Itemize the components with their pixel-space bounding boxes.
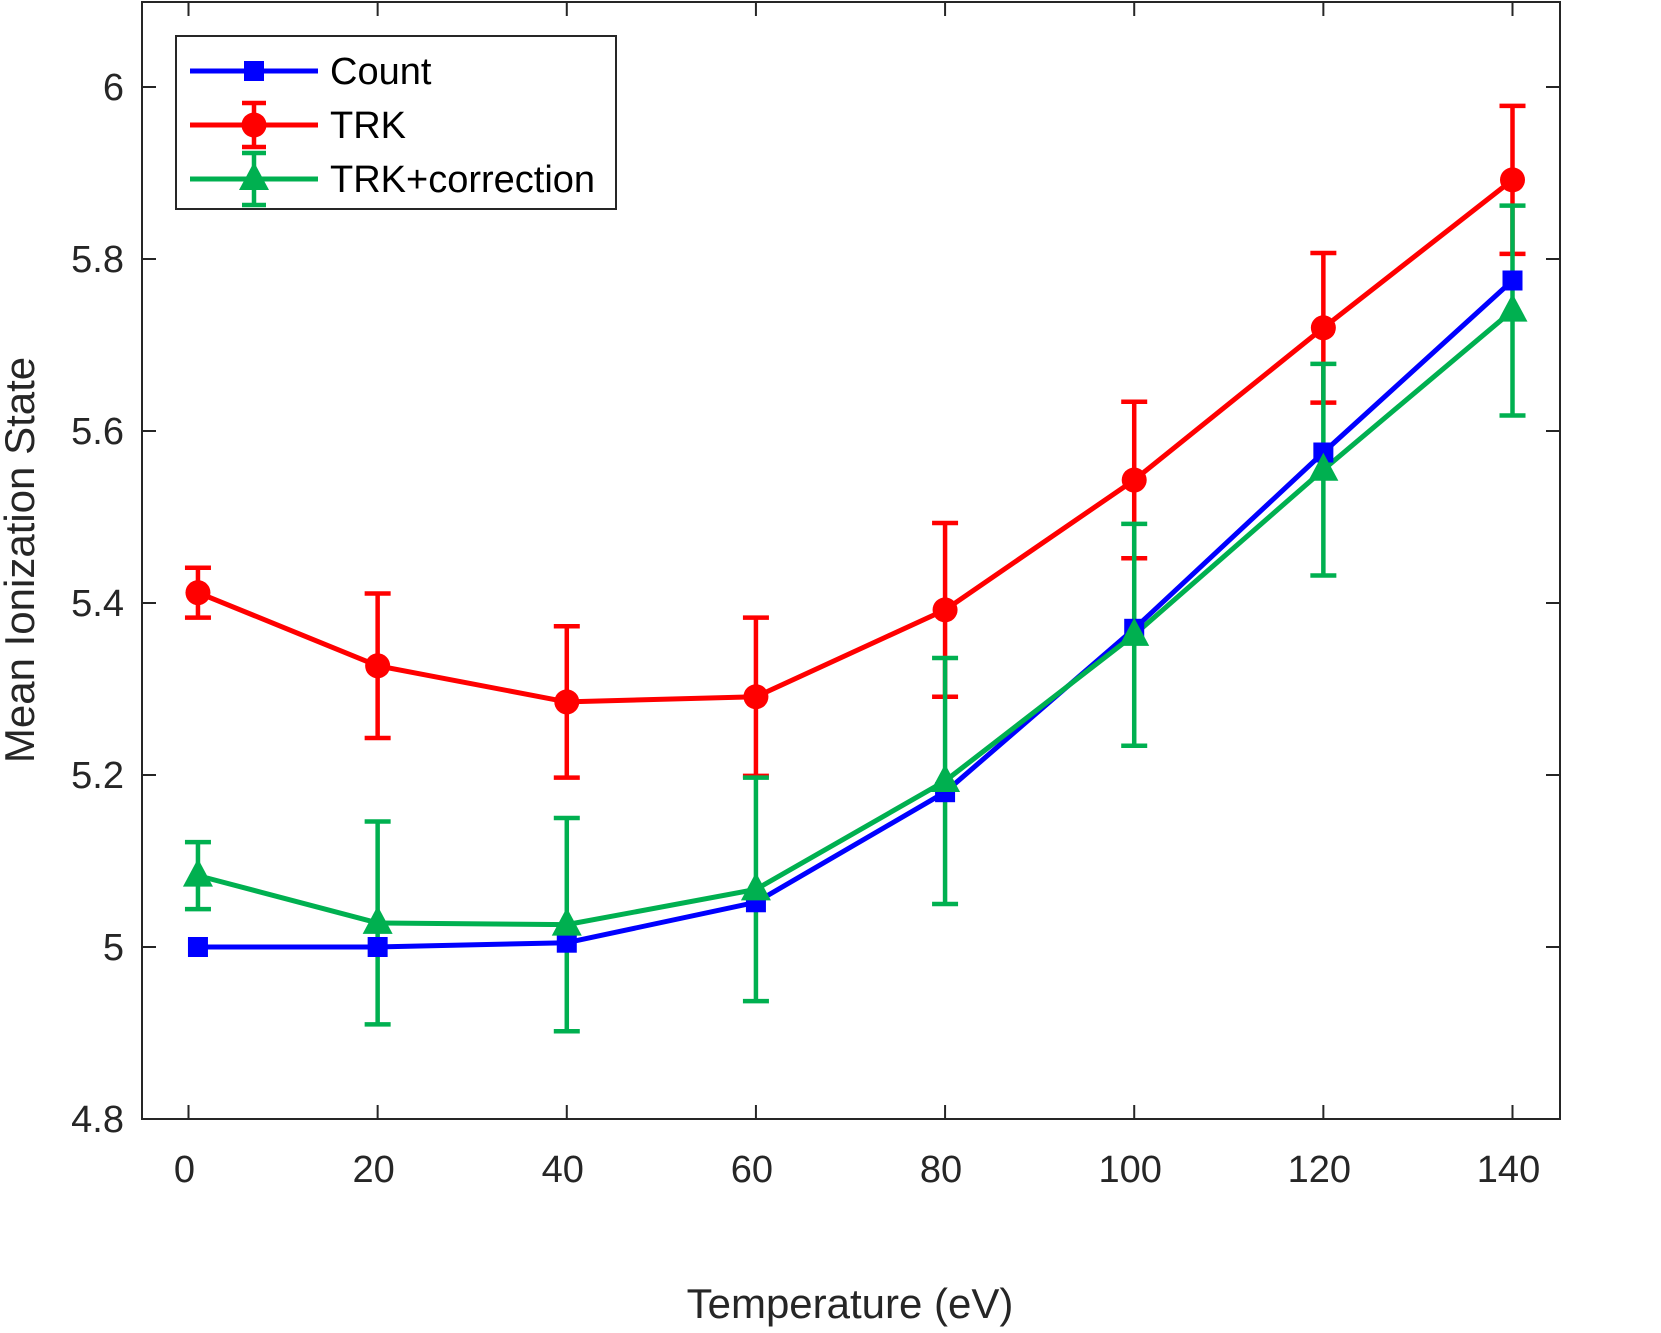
- y-tick-label: 5.8: [71, 239, 124, 281]
- x-axis-label: Temperature (eV): [687, 1280, 1014, 1327]
- legend-label-trk: TRK: [330, 105, 406, 147]
- legend-swatch-marker: [244, 61, 264, 81]
- data-point-trk-correction: [182, 858, 213, 887]
- data-point-trk-correction: [930, 764, 961, 793]
- data-point-count: [367, 937, 388, 957]
- data-point-count: [1313, 442, 1334, 463]
- data-point-trk-correction: [1119, 617, 1150, 646]
- data-point-trk: [1310, 315, 1336, 341]
- y-tick-label: 4.8: [71, 1099, 124, 1141]
- legend-label-count: Count: [330, 51, 432, 93]
- series-line-count: [197, 278, 1515, 950]
- plot-series: [182, 103, 1528, 1034]
- x-tick-label: 140: [1477, 1149, 1540, 1191]
- x-tick-label: 20: [353, 1149, 395, 1191]
- data-point-trk-correction: [1497, 293, 1528, 322]
- data-point-trk-correction: [740, 872, 771, 901]
- x-axis: 0 20 40 60 80 100 120 140: [174, 2, 1540, 1191]
- legend: Count TRK TRK+correction: [175, 35, 617, 210]
- x-tick-label: 40: [542, 1149, 584, 1191]
- y-axis-label: Mean Ionization State: [0, 357, 43, 763]
- legend-swatch-marker: [239, 162, 269, 190]
- y-tick-label: 6: [103, 67, 124, 109]
- series-line-trk: [197, 177, 1515, 705]
- data-point-trk-correction: [362, 905, 393, 934]
- data-point-trk-correction: [1308, 452, 1339, 481]
- data-point-trk: [1121, 467, 1147, 493]
- y-axis: 4.8 5 5.2 5.4 5.6 5.8 6: [71, 67, 1560, 1141]
- y-tick-label: 5: [103, 927, 124, 969]
- legend-label-trk-correction: TRK+correction: [330, 159, 595, 201]
- series-line-trk-correction: [197, 308, 1515, 928]
- markers-trk-correction: [182, 293, 1528, 936]
- data-point-trk-correction: [551, 907, 582, 936]
- x-tick-label: 120: [1288, 1149, 1351, 1191]
- data-point-trk: [1500, 167, 1525, 193]
- data-point-count: [187, 937, 208, 957]
- x-tick-label: 60: [731, 1149, 773, 1191]
- data-point-trk: [743, 684, 769, 710]
- x-tick-label: 80: [920, 1149, 962, 1191]
- data-point-trk: [554, 689, 580, 715]
- legend-swatch-marker: [241, 112, 267, 138]
- x-tick-label: 0: [174, 1149, 195, 1191]
- data-point-count: [556, 932, 577, 953]
- data-point-trk: [932, 597, 958, 623]
- data-point-trk: [365, 653, 391, 679]
- y-tick-label: 5.2: [71, 755, 124, 797]
- data-point-trk: [185, 580, 211, 606]
- y-tick-label: 5.6: [71, 411, 124, 453]
- x-tick-label: 100: [1099, 1149, 1162, 1191]
- markers-trk: [185, 167, 1525, 715]
- data-point-count: [1502, 270, 1523, 291]
- y-tick-label: 5.4: [71, 583, 124, 625]
